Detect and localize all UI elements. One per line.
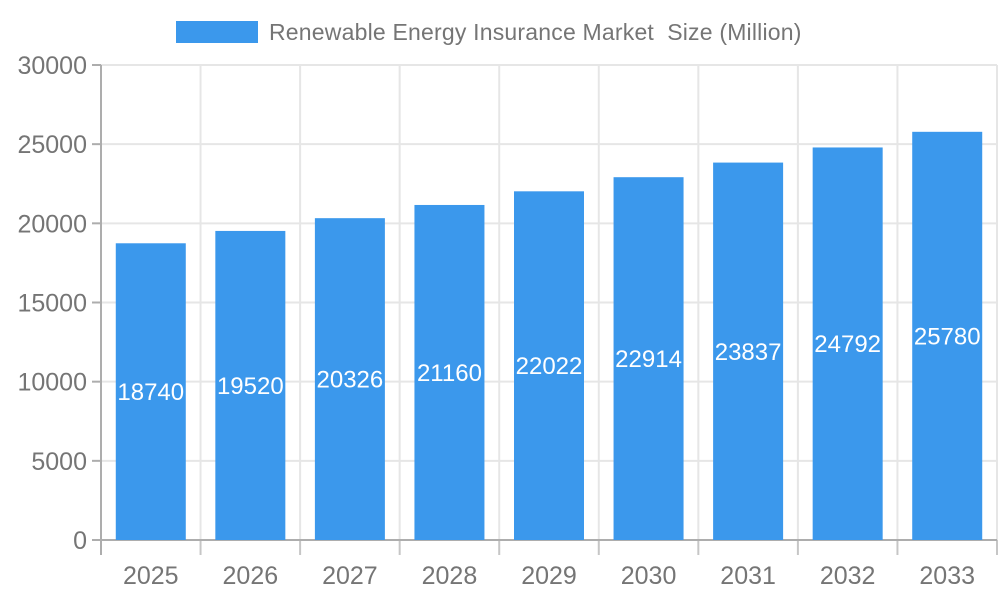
bar-value-label: 19520 [217,373,284,400]
legend-swatch [176,21,258,43]
y-axis-label: 0 [73,527,87,555]
x-axis-label: 2027 [322,562,378,590]
y-axis-label: 10000 [17,369,87,397]
bar [314,218,385,540]
bar-value-label: 23837 [715,339,782,366]
x-axis-label: 2025 [123,562,179,590]
bar [613,177,684,540]
bar-value-label: 22022 [516,353,583,380]
x-axis-label: 2029 [521,562,577,590]
legend: Renewable Energy Insurance Market Size (… [176,18,802,45]
bar-value-label: 25780 [914,323,981,350]
x-axis-label: 2032 [820,562,876,590]
bar-value-label: 18740 [117,379,184,406]
y-axis-label: 20000 [17,210,87,238]
bar [912,131,983,541]
y-axis-label: 15000 [17,290,87,318]
x-axis-label: 2033 [919,562,975,590]
legend-label: Renewable Energy Insurance Market Size (… [269,18,802,45]
bar-value-label: 22914 [615,346,682,373]
x-axis-label: 2031 [720,562,776,590]
x-axis-label: 2030 [621,562,677,590]
bar [115,243,186,541]
bar-value-label: 24792 [814,331,881,358]
x-axis-label: 2028 [422,562,478,590]
bar [215,230,286,540]
bar-value-label: 20326 [317,367,384,394]
bar [414,204,485,540]
y-axis-label: 30000 [17,52,87,80]
bar [713,162,784,541]
y-axis-label: 25000 [17,131,87,159]
bar-value-label: 21160 [417,360,482,387]
x-axis-label: 2026 [223,562,279,590]
y-axis-label: 5000 [31,448,87,476]
bar [514,191,584,540]
bar [812,147,883,540]
